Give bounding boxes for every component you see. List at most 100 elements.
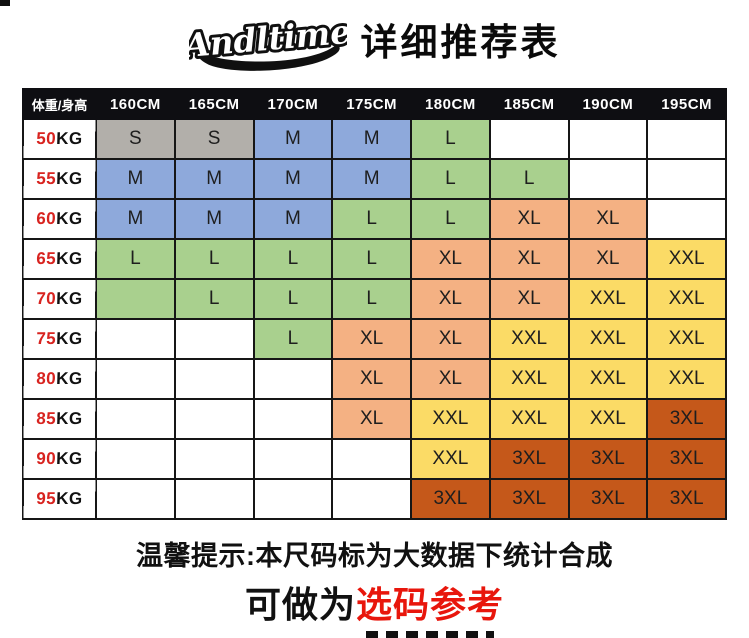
size-cell: XL xyxy=(567,198,649,240)
size-cell: M xyxy=(95,198,176,240)
size-cell xyxy=(488,118,570,160)
table-body: 50KG S S M M L 55KG M M M M L L 60KG M M M L L XL XL 65KG L L L L… xyxy=(22,118,727,520)
weight-number: 70 xyxy=(35,289,57,308)
reference-black-text: 可做为 xyxy=(244,584,356,625)
size-cell: L xyxy=(252,238,334,280)
weight-unit: KG xyxy=(55,409,84,428)
height-header-cell: 170CM xyxy=(252,88,334,120)
size-cell: 3XL xyxy=(567,438,649,480)
size-cell: M xyxy=(173,158,255,200)
size-cell xyxy=(331,438,412,480)
size-cell: XXL xyxy=(488,358,570,400)
size-cell xyxy=(646,198,727,240)
size-cell xyxy=(331,478,412,520)
size-cell: L xyxy=(95,238,176,280)
size-cell xyxy=(567,118,649,160)
size-cell: L xyxy=(331,278,412,320)
size-cell: 3XL xyxy=(646,478,727,520)
size-cell: 3XL xyxy=(488,478,570,520)
weight-row: 70KG L L L XL XL XXL XXL xyxy=(22,278,727,320)
weight-number: 50 xyxy=(35,129,57,148)
size-cell: XXL xyxy=(646,358,727,400)
size-cell: M xyxy=(173,198,255,240)
size-cell xyxy=(252,478,334,520)
size-cell xyxy=(567,158,649,200)
weight-row: 85KG XL XXL XXL XXL 3XL xyxy=(22,398,727,440)
weight-label-cell: 65KG xyxy=(22,239,97,279)
height-header-cell: 185CM xyxy=(488,88,570,120)
weight-unit: KG xyxy=(55,169,84,188)
size-cell: M xyxy=(331,158,412,200)
size-cell xyxy=(646,118,727,160)
weight-label-cell: 85KG xyxy=(22,399,97,439)
size-cell: XXL xyxy=(567,278,649,320)
size-cell xyxy=(252,398,334,440)
footer-notice: 温馨提示:本尺码标为大数据下统计合成 xyxy=(136,541,613,571)
size-cell xyxy=(173,478,255,520)
height-header-cell: 160CM xyxy=(95,88,176,120)
size-cell: XL xyxy=(488,198,570,240)
weight-label-cell: 55KG xyxy=(22,159,97,199)
weight-label-cell: 50KG xyxy=(22,119,97,159)
weight-number: 80 xyxy=(35,369,57,388)
size-cell: L xyxy=(410,158,491,200)
weight-number: 65 xyxy=(35,249,57,268)
weight-number: 90 xyxy=(35,449,57,468)
size-cell: L xyxy=(173,238,255,280)
size-cell: 3XL xyxy=(567,478,649,520)
height-header-cell: 195CM xyxy=(646,88,727,120)
size-cell xyxy=(95,358,176,400)
size-cell: XXL xyxy=(488,318,570,360)
size-cell: XL xyxy=(488,238,570,280)
size-cell xyxy=(95,318,176,360)
weight-unit: KG xyxy=(55,249,84,268)
weight-row: 95KG 3XL 3XL 3XL 3XL xyxy=(22,478,727,520)
weight-number: 55 xyxy=(35,169,57,188)
size-cell xyxy=(173,358,255,400)
weight-label-cell: 60KG xyxy=(22,199,97,239)
size-cell: XXL xyxy=(646,318,727,360)
height-header-cell: 175CM xyxy=(331,88,412,120)
size-cell: M xyxy=(331,118,412,160)
size-cell: XL xyxy=(410,278,491,320)
size-cell: XXL xyxy=(567,358,649,400)
size-cell: XL xyxy=(567,238,649,280)
footer-reference: 可做为选码参考 xyxy=(0,576,749,638)
size-cell: S xyxy=(95,118,176,160)
size-cell: L xyxy=(331,238,412,280)
weight-row: 75KG L XL XL XXL XXL XXL xyxy=(22,318,727,360)
size-cell: XXL xyxy=(646,238,727,280)
size-cell xyxy=(646,158,727,200)
size-cell: L xyxy=(410,118,491,160)
corner-mark xyxy=(0,0,10,6)
weight-label-cell: 80KG xyxy=(22,359,97,399)
size-cell: XL xyxy=(410,238,491,280)
size-cell xyxy=(252,358,334,400)
logo-swash-icon xyxy=(197,45,340,71)
weight-row: 90KG XXL 3XL 3XL 3XL xyxy=(22,438,727,480)
size-cell: XXL xyxy=(410,398,491,440)
size-cell: XXL xyxy=(567,398,649,440)
reference-red-text: 选码参考 xyxy=(356,576,505,638)
size-cell: XXL xyxy=(646,278,727,320)
size-cell: XXL xyxy=(567,318,649,360)
size-cell xyxy=(173,398,255,440)
height-header-cell: 190CM xyxy=(567,88,649,120)
size-cell: L xyxy=(488,158,570,200)
height-header-cell: 165CM xyxy=(173,88,255,120)
size-recommendation-table: 体重/身高 160CM 165CM 170CM 175CM 180CM 185CM 190C… xyxy=(22,88,727,520)
size-cell: 3XL xyxy=(488,438,570,480)
reference-red-label: 选码参考 xyxy=(356,584,505,625)
weight-unit: KG xyxy=(55,129,84,148)
size-cell xyxy=(252,438,334,480)
size-cell: XXL xyxy=(410,438,491,480)
weight-label-cell: 70KG xyxy=(22,279,97,319)
size-cell xyxy=(95,278,176,320)
weight-row: 65KG L L L L XL XL XL XXL xyxy=(22,238,727,280)
size-cell: L xyxy=(410,198,491,240)
dashed-underline xyxy=(366,631,495,638)
size-cell xyxy=(173,318,255,360)
brand-logo: Andltime xyxy=(189,9,347,71)
size-cell: XL xyxy=(331,398,412,440)
